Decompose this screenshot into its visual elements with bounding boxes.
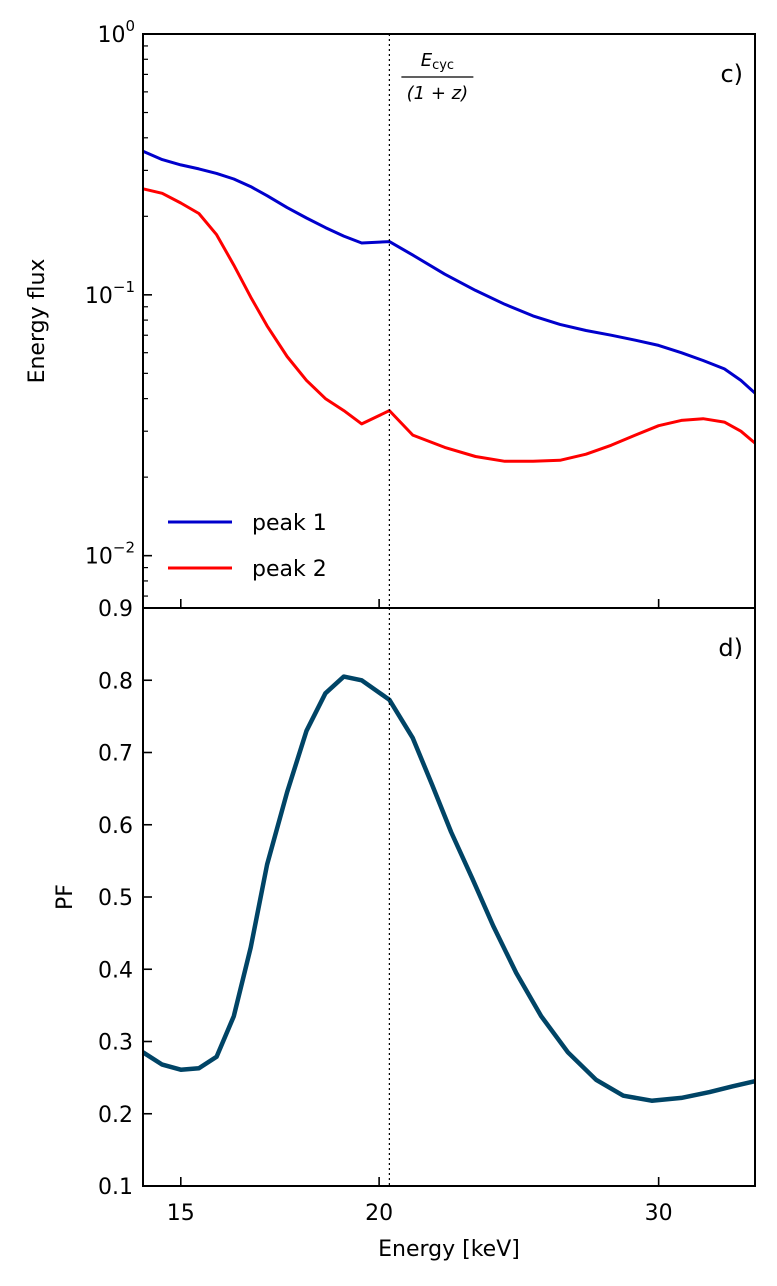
panel-d-series-group: [141, 674, 756, 1103]
tick-base: 10: [85, 545, 113, 570]
ecyc-annotation-denominator: (1 + z): [407, 83, 468, 104]
y-tick-label: 10−2: [85, 539, 135, 570]
y-tick-label: 0.5: [98, 886, 133, 911]
y-tick-label: 10−1: [85, 278, 135, 309]
series-line-peak-1: [142, 149, 757, 395]
tick-exponent: −2: [113, 539, 135, 557]
legend-label-peak-1: peak 1: [252, 511, 327, 536]
tick-exponent: 0: [125, 17, 135, 35]
x-tick-label: 30: [645, 1201, 673, 1226]
legend: peak 1 peak 2: [168, 511, 327, 582]
y-tick-label: 0.1: [98, 1175, 133, 1200]
pf-series-line: [141, 674, 756, 1103]
y-tick-label: 100: [97, 17, 135, 48]
legend-label-peak-2: peak 2: [252, 557, 327, 582]
panel-c-frame: [142, 33, 756, 609]
panel-c-ylabel: Energy flux: [25, 259, 50, 384]
panel-d-ticks: 0.1 0.2 0.3 0.4 0.5 0.6 0.7 0.8 0.9 15 20 30: [98, 597, 673, 1226]
ecyc-annotation: Ecyc (1 + z): [401, 50, 474, 104]
ecyc-symbol: E: [421, 50, 433, 71]
x-axis-label: Energy [keV]: [378, 1237, 520, 1262]
y-tick-label: 0.7: [98, 742, 133, 767]
y-tick-label: 0.8: [98, 669, 133, 694]
ecyc-subscript: cyc: [432, 58, 454, 73]
y-tick-label: 0.2: [98, 1103, 133, 1128]
y-tick-label: 0.6: [98, 814, 133, 839]
panel-d-pulsed-fraction: 0.10.20.30.40.50.60.70.80.915 20 30 d) PF …: [53, 597, 756, 1262]
y-tick-label: 0.4: [98, 958, 133, 983]
ecyc-annotation-numerator: Ecyc: [421, 50, 454, 73]
series-line-peak-2: [142, 187, 756, 463]
panel-c-series-group: [142, 149, 757, 463]
x-tick-label: 15: [167, 1201, 195, 1226]
panel-d-frame: [142, 607, 756, 1187]
tick-base: 10: [97, 23, 125, 48]
panel-d-label: d): [718, 634, 743, 662]
panel-c-label: c): [720, 60, 743, 88]
x-tick-label: 20: [365, 1201, 393, 1226]
panel-d-ylabel: PF: [53, 884, 78, 910]
tick-base: 10: [85, 284, 113, 309]
y-tick-label: 0.3: [98, 1031, 133, 1056]
tick-exponent: −1: [113, 278, 135, 296]
y-tick-label: 0.9: [98, 597, 133, 622]
